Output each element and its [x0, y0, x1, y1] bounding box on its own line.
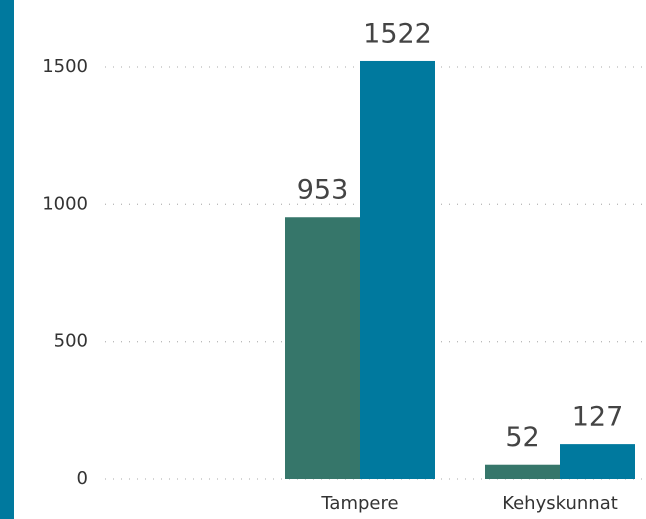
side-strip: [0, 0, 14, 519]
value-label: 52: [505, 422, 539, 453]
y-tick-label: 1000: [42, 193, 88, 214]
bar: [560, 444, 635, 479]
bar: [285, 217, 360, 479]
y-tick-label: 1500: [42, 56, 88, 77]
x-tick-label: Kehyskunnat: [502, 493, 618, 514]
value-label: 1522: [363, 18, 432, 49]
value-label: 953: [297, 175, 349, 206]
bar: [360, 60, 435, 479]
bar: [485, 464, 560, 479]
y-tick-label: 0: [77, 468, 88, 489]
x-tick-label: Tampere: [320, 493, 398, 514]
y-tick-label: 500: [54, 331, 88, 352]
value-label: 127: [572, 402, 624, 433]
